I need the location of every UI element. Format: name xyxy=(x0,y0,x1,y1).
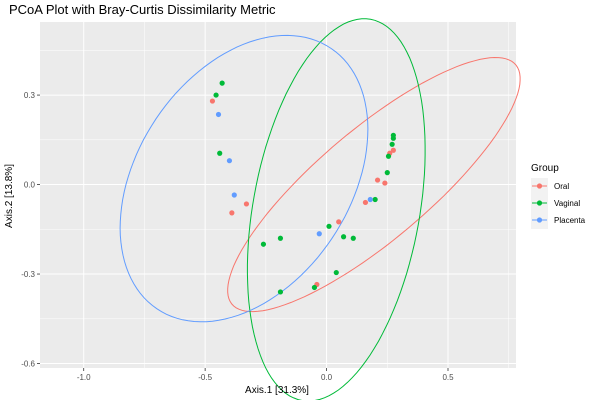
legend-key-point xyxy=(536,183,543,189)
point-oral xyxy=(362,199,369,206)
x-axis-ticks: -1.0 -0.5 0.0 0.5 xyxy=(77,368,454,382)
legend-title: Group xyxy=(531,163,559,174)
ellipse-oral xyxy=(227,56,521,313)
legend-label-vaginal: Vaginal xyxy=(554,199,580,208)
point-oral xyxy=(382,180,388,186)
legend-key-point xyxy=(536,200,543,206)
point-vaginal xyxy=(372,196,378,203)
chart-title: PCoA Plot with Bray-Curtis Dissimilarity… xyxy=(9,2,276,17)
point-vaginal xyxy=(213,92,219,98)
point-oral xyxy=(209,98,216,104)
point-vaginal xyxy=(390,135,396,141)
legend-label-placenta: Placenta xyxy=(554,216,586,225)
point-oral xyxy=(390,147,396,153)
point-placenta xyxy=(316,231,322,237)
data-points xyxy=(209,80,396,295)
legend-key-point xyxy=(536,217,543,223)
point-vaginal xyxy=(217,150,223,156)
y-tick-label: -0.3 xyxy=(21,270,35,279)
point-vaginal xyxy=(277,235,284,241)
major-gridlines xyxy=(40,22,516,368)
x-tick-label: -1.0 xyxy=(77,373,91,382)
point-vaginal xyxy=(333,269,339,276)
plot-panel xyxy=(40,18,521,400)
minor-gridlines xyxy=(40,22,516,368)
point-vaginal xyxy=(277,289,284,295)
ellipse-placenta xyxy=(119,34,369,323)
point-placenta xyxy=(215,111,222,118)
x-tick-label: 0.0 xyxy=(321,373,333,382)
y-axis-title: Axis.2 [13.8%] xyxy=(4,164,15,228)
y-tick-label: -0.6 xyxy=(21,360,35,369)
y-axis-ticks: -0.6 -0.3 0.0 0.3 xyxy=(21,91,40,369)
point-vaginal xyxy=(389,141,395,147)
plot-background xyxy=(40,22,516,368)
point-vaginal xyxy=(219,80,225,86)
point-vaginal xyxy=(384,170,390,176)
point-vaginal xyxy=(260,241,267,247)
y-tick-label: 0.0 xyxy=(24,181,36,190)
point-vaginal xyxy=(311,284,318,291)
point-vaginal xyxy=(340,234,347,240)
point-oral xyxy=(336,219,342,225)
point-oral xyxy=(243,201,250,207)
legend-label-oral: Oral xyxy=(554,182,569,191)
x-axis-title: Axis.1 [31.3%] xyxy=(245,385,309,396)
point-vaginal xyxy=(326,223,332,229)
point-vaginal xyxy=(350,235,356,241)
point-oral xyxy=(374,177,381,183)
y-tick-label: 0.3 xyxy=(24,91,36,100)
point-placenta xyxy=(367,196,373,203)
point-oral xyxy=(229,210,235,216)
x-tick-label: -0.5 xyxy=(198,373,212,382)
legend: Group Oral Vaginal Placenta xyxy=(531,163,586,229)
point-placenta xyxy=(231,192,237,198)
x-tick-label: 0.5 xyxy=(442,373,454,382)
point-placenta xyxy=(226,158,233,164)
point-vaginal xyxy=(385,153,392,159)
